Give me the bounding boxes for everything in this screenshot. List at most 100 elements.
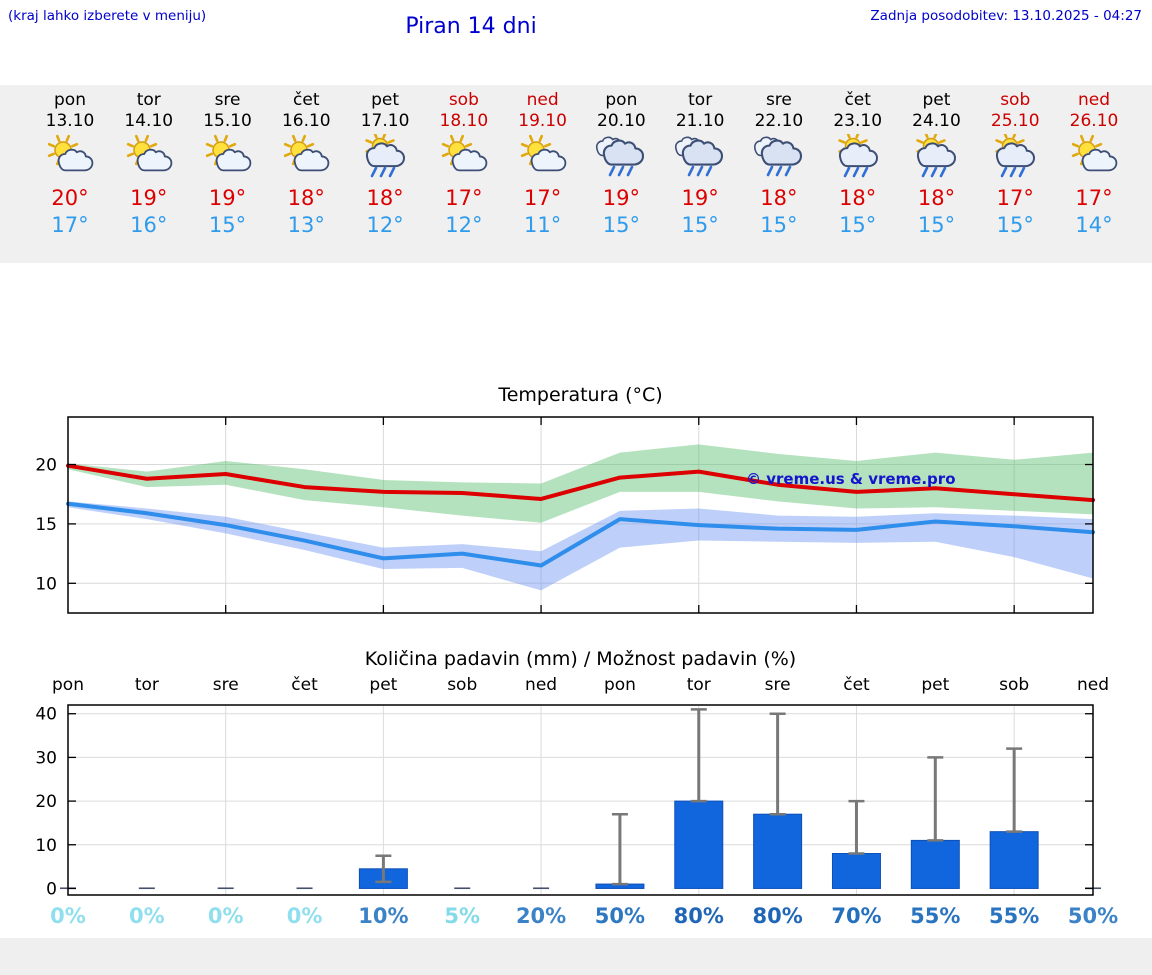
max temperature-line — [66, 463, 1095, 503]
precip-ytick-label: 0 — [46, 879, 57, 899]
forecast-day-column: sre 22.10 18° 15° — [739, 90, 819, 239]
precip-probability-label: 0% — [129, 904, 165, 928]
day-temp-min: 15° — [760, 213, 798, 237]
partly-sunny-icon — [109, 134, 189, 184]
day-temp-max: 17° — [996, 186, 1034, 210]
day-temp-max: 18° — [287, 186, 325, 210]
forecast-day-column: čet 23.10 18° 15° — [818, 90, 898, 239]
precip-day-label: tor — [135, 675, 159, 695]
precip-probability-label: 0% — [287, 904, 323, 928]
day-temp-max: 19° — [208, 186, 247, 210]
day-name: ned — [1077, 90, 1111, 110]
forecast-day-column: tor 14.10 19° 16° — [109, 90, 189, 239]
forecast-day-column: sob 25.10 17° 15° — [975, 90, 1055, 239]
sun-showers-icon — [975, 134, 1055, 184]
day-date: 17.10 — [360, 111, 410, 131]
min temperature-line — [66, 501, 1095, 568]
temp-ytick-label: 15 — [35, 515, 57, 535]
day-temp-max: 19° — [602, 186, 640, 210]
forecast-day-column: pet 17.10 18° 12° — [345, 90, 425, 239]
day-temp-min: 15° — [839, 213, 877, 237]
precip-bar — [910, 839, 960, 889]
watermark: © vreme.us & vreme.pro — [746, 470, 956, 488]
day-temp-min: 15° — [996, 213, 1034, 237]
forecast-day-column: čet 16.10 18° 13° — [266, 90, 346, 239]
precip-probability-label: 0% — [50, 904, 86, 928]
precip-day-label: sob — [999, 675, 1029, 695]
day-date: 13.10 — [45, 111, 95, 131]
forecast-day-column: ned 26.10 17° 14° — [1054, 90, 1134, 239]
partly-sunny-icon — [266, 134, 346, 184]
day-temp-max: 19° — [681, 186, 719, 210]
day-temp-max: 19° — [130, 186, 168, 210]
page-title: Piran 14 dni — [405, 14, 537, 39]
precip-probability-label: 80% — [752, 904, 802, 928]
day-date: 25.10 — [990, 111, 1040, 131]
precip-day-label: sob — [447, 675, 477, 695]
day-name: sob — [448, 90, 479, 110]
precip-day-label: čet — [291, 675, 318, 695]
precip-day-label: pet — [369, 675, 397, 695]
day-name: sre — [765, 90, 792, 110]
forecast-day-column: tor 21.10 19° 15° — [660, 90, 740, 239]
temperature-chart: 10 15 20 © vreme.us & vreme.pro — [35, 416, 1095, 614]
forecast-day-column: pon 13.10 20° 17° — [30, 90, 110, 239]
precip-probability-label: 50% — [1068, 904, 1118, 928]
bottom-strip — [0, 938, 1152, 975]
day-temp-max: 18° — [760, 186, 798, 210]
day-name: čet — [293, 90, 320, 110]
sun-showers-icon — [896, 134, 976, 184]
day-temp-min: 11° — [523, 213, 562, 237]
day-temp-min: 12° — [445, 213, 483, 237]
day-name: tor — [688, 90, 713, 110]
forecast-day-column: pon 20.10 19° 15° — [581, 90, 661, 239]
day-date: 14.10 — [124, 111, 174, 131]
day-temp-min: 14° — [1075, 213, 1113, 237]
forecast-day-column: sre 15.10 19° 15° — [188, 90, 268, 239]
partly-sunny-icon — [30, 134, 110, 184]
day-name: sob — [1000, 90, 1031, 110]
day-name: tor — [136, 90, 161, 110]
partly-sunny-icon — [188, 134, 268, 184]
precip-bar — [831, 853, 881, 889]
min-range-band — [68, 501, 1093, 591]
day-temp-max: 18° — [917, 186, 956, 210]
day-temp-max: 18° — [366, 186, 404, 210]
sun-showers-icon — [818, 134, 898, 184]
forecast-day-column: pet 24.10 18° 15° — [896, 90, 976, 239]
day-name: čet — [844, 90, 871, 110]
precip-probability-label: 20% — [516, 904, 566, 928]
day-temp-min: 13° — [287, 213, 325, 237]
day-date: 21.10 — [675, 111, 725, 131]
rain-icon — [660, 134, 740, 184]
precip-zero-mark — [138, 887, 155, 890]
day-temp-min: 15° — [208, 213, 247, 237]
day-temp-max: 17° — [445, 186, 483, 210]
day-temp-max: 20° — [51, 186, 89, 210]
precip-zero-mark — [296, 887, 313, 890]
day-temp-max: 17° — [1075, 186, 1113, 210]
precip-day-label: sre — [213, 675, 239, 695]
precip-day-label: pon — [52, 675, 84, 695]
day-date: 24.10 — [912, 111, 961, 131]
precip-day-label: sre — [765, 675, 791, 695]
partly-sunny-icon — [503, 134, 583, 184]
day-temp-min: 15° — [917, 213, 956, 237]
precipitation-chart: pon tor sre čet pet sob ned pon tor sre čet pet sob n… — [35, 675, 1118, 928]
day-temp-max: 17° — [523, 186, 562, 210]
precip-probability-label: 50% — [595, 904, 645, 928]
precip-day-label: ned — [525, 675, 557, 695]
forecast-day-column: ned 19.10 17° 11° — [503, 90, 583, 239]
precip-probability-label: 10% — [358, 904, 408, 928]
day-date: 20.10 — [597, 111, 646, 131]
max-range-band — [68, 444, 1093, 523]
precip-ytick-label: 20 — [35, 792, 57, 812]
precip-probability-label: 70% — [831, 904, 881, 928]
sun-showers-icon — [345, 134, 425, 184]
day-temp-min: 16° — [130, 213, 168, 237]
precip-probability-label: 55% — [989, 904, 1039, 928]
precip-zero-mark — [533, 887, 550, 890]
precip-probability-label: 0% — [208, 904, 244, 928]
forecast-strip: pon 13.10 20° 17° tor 14.10 19° 16° sre 15.10 1… — [0, 85, 1152, 263]
day-date: 19.10 — [518, 111, 567, 131]
